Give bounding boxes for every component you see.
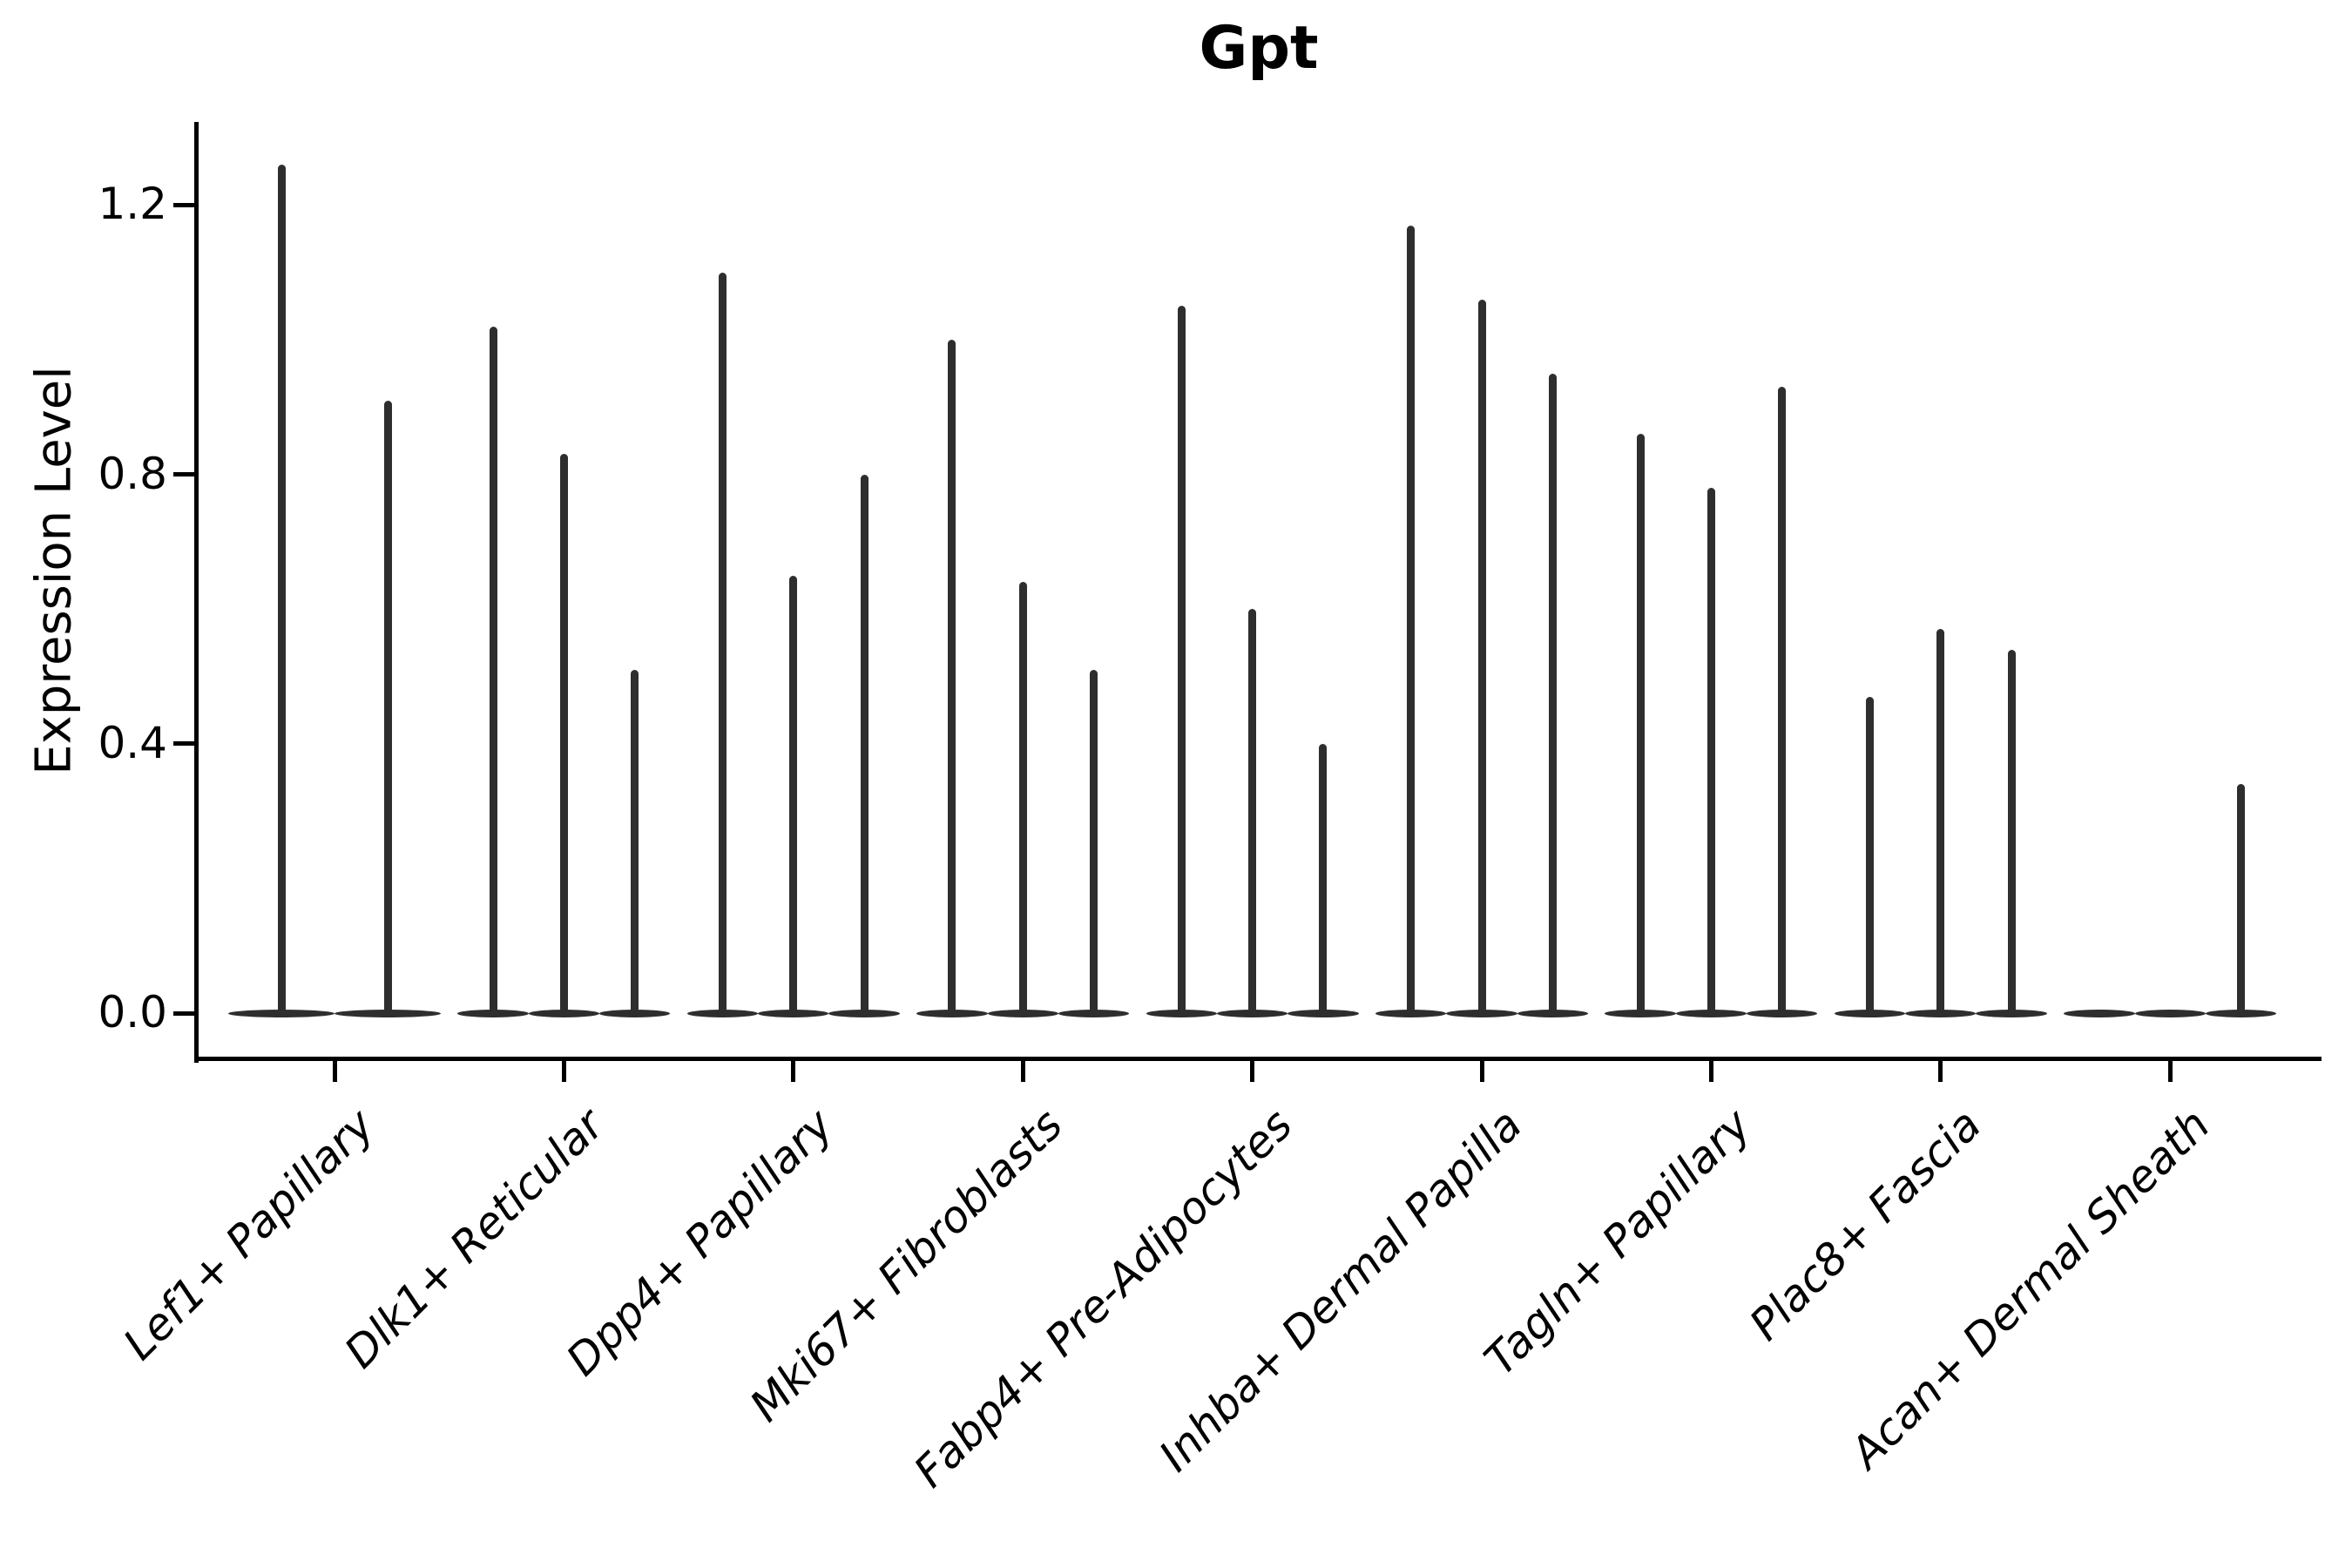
violin-spike (1248, 609, 1257, 1015)
y-tick (173, 741, 194, 747)
violin-spike (1778, 387, 1787, 1015)
violin-spike (1865, 696, 1874, 1015)
x-tick (1938, 1061, 1943, 1082)
violin-spike (1936, 629, 1945, 1015)
violin-zero-bulge (2134, 1010, 2206, 1017)
x-tick-label: Fabp4+ Pre-Adipocytes (904, 1099, 1302, 1497)
y-tick (173, 202, 194, 207)
violin-spike (1018, 582, 1027, 1015)
violin-spike (1177, 306, 1186, 1015)
y-tick (173, 1010, 194, 1016)
x-tick (2167, 1061, 2173, 1082)
x-tick-label: Plac8+ Fascia (1739, 1099, 1990, 1350)
violin-spike (489, 326, 497, 1015)
violin-spike (2007, 649, 2016, 1015)
violin-spike (718, 272, 727, 1015)
x-tick-label: Lef1+ Papillary (113, 1099, 385, 1370)
x-tick (1250, 1061, 1255, 1082)
violin-spike (1548, 373, 1557, 1015)
violin-spike (860, 474, 868, 1015)
x-tick (561, 1061, 566, 1082)
violin-spike (277, 165, 286, 1015)
violin-spike (2237, 784, 2246, 1015)
violin-spike (1707, 488, 1715, 1015)
y-axis-label: Expression Level (25, 366, 83, 775)
violin-spike (559, 454, 568, 1015)
y-tick-label: 0.8 (98, 448, 167, 499)
chart-title: Gpt (1199, 14, 1319, 83)
violin-zero-bulge (2064, 1010, 2135, 1017)
y-tick (173, 472, 194, 477)
y-tick-label: 0.4 (98, 717, 167, 768)
y-axis-spine (194, 122, 199, 1063)
violin-spike (1319, 743, 1328, 1015)
violin-spike (631, 669, 639, 1015)
violin-spike (1090, 669, 1098, 1015)
x-tick (1708, 1061, 1713, 1082)
violin-spike (948, 340, 956, 1015)
y-tick-label: 1.2 (98, 179, 167, 230)
x-tick (791, 1061, 796, 1082)
violin-spike (383, 400, 392, 1015)
violin-spike (789, 575, 798, 1015)
x-tick-label: Inhba+ Dermal Papilla (1149, 1099, 1532, 1482)
y-tick-label: 0.0 (98, 986, 167, 1037)
violin-spike (1636, 434, 1645, 1015)
violin-spike (1477, 299, 1486, 1015)
violin-spike (1407, 225, 1416, 1015)
x-tick (1020, 1061, 1025, 1082)
x-tick (332, 1061, 337, 1082)
x-axis-spine (194, 1057, 2322, 1061)
x-tick (1479, 1061, 1484, 1082)
